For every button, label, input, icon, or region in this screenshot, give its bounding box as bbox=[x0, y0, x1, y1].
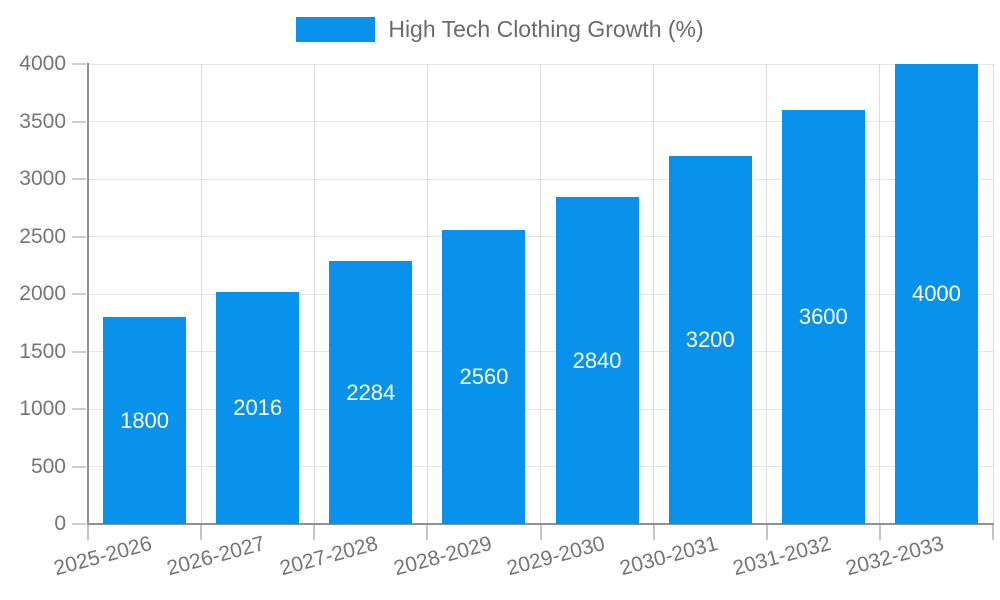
bar[interactable]: 1800 bbox=[103, 317, 187, 524]
y-axis-tick bbox=[72, 408, 86, 410]
x-axis-tick bbox=[992, 524, 994, 540]
y-axis-tick bbox=[72, 293, 86, 295]
legend: High Tech Clothing Growth (%) bbox=[0, 17, 1000, 42]
y-tick-label: 500 bbox=[30, 454, 66, 478]
x-axis-tick bbox=[539, 524, 542, 540]
x-tick-label: 2031-2032 bbox=[730, 532, 834, 581]
y-axis-tick bbox=[72, 178, 86, 180]
gridline-vertical bbox=[879, 64, 881, 524]
y-tick-label: 3500 bbox=[19, 109, 66, 133]
gridline-vertical bbox=[313, 64, 315, 524]
gridline-vertical bbox=[653, 64, 655, 524]
x-axis-tick bbox=[426, 524, 429, 540]
y-axis-tick bbox=[72, 120, 86, 123]
y-tick-label: 3000 bbox=[19, 167, 66, 190]
y-tick-label: 1000 bbox=[19, 397, 66, 420]
legend-label: High Tech Clothing Growth (%) bbox=[388, 16, 704, 42]
y-axis-tick bbox=[72, 350, 86, 353]
y-tick-label: 4000 bbox=[19, 52, 66, 75]
y-axis-tick bbox=[72, 235, 86, 238]
gridline-vertical bbox=[766, 64, 768, 524]
x-tick-label: 2026-2027 bbox=[164, 532, 268, 581]
x-tick-label: 2030-2031 bbox=[617, 532, 721, 581]
bar[interactable]: 3600 bbox=[781, 110, 865, 524]
bar-value-label: 2560 bbox=[459, 363, 509, 389]
x-axis-line bbox=[87, 523, 994, 525]
y-axis-tick bbox=[72, 465, 86, 468]
x-axis-tick bbox=[652, 524, 655, 540]
x-tick-label: 2028-2029 bbox=[390, 532, 494, 581]
gridline-vertical bbox=[992, 64, 994, 524]
x-axis-tick bbox=[87, 524, 89, 540]
bar[interactable]: 2016 bbox=[216, 292, 300, 524]
y-axis-line bbox=[87, 63, 89, 524]
gridline-vertical bbox=[426, 64, 428, 524]
y-tick-label: 0 bbox=[54, 512, 66, 535]
legend-item[interactable]: High Tech Clothing Growth (%) bbox=[296, 16, 704, 42]
x-tick-label: 2025-2026 bbox=[51, 532, 155, 581]
bar-value-label: 4000 bbox=[911, 281, 961, 306]
x-tick-label: 2027-2028 bbox=[277, 532, 381, 581]
bar[interactable]: 2284 bbox=[329, 261, 413, 524]
bar-value-label: 2016 bbox=[233, 395, 283, 421]
bar[interactable]: 2560 bbox=[442, 229, 526, 524]
x-tick-label: 2032-2033 bbox=[843, 532, 947, 581]
x-axis-tick bbox=[200, 524, 203, 540]
bar-value-label: 2284 bbox=[346, 379, 396, 405]
gridline-vertical bbox=[540, 64, 541, 524]
bar[interactable]: 2840 bbox=[555, 197, 639, 524]
x-axis-tick bbox=[878, 524, 881, 540]
bar-value-label: 3200 bbox=[685, 327, 735, 352]
bar[interactable]: 4000 bbox=[894, 64, 978, 524]
x-axis-tick bbox=[765, 524, 768, 540]
y-tick-label: 2000 bbox=[19, 282, 66, 305]
legend-swatch bbox=[296, 17, 376, 42]
bar[interactable]: 3200 bbox=[668, 156, 752, 524]
x-tick-label: 2029-2030 bbox=[504, 532, 608, 581]
y-tick-label: 2500 bbox=[19, 224, 66, 248]
y-tick-label: 1500 bbox=[19, 339, 66, 363]
bar-value-label: 2840 bbox=[572, 347, 622, 373]
x-axis-tick bbox=[313, 524, 316, 540]
bar-value-label: 1800 bbox=[120, 407, 170, 433]
gridline-vertical bbox=[200, 64, 202, 524]
bar-value-label: 3600 bbox=[798, 304, 848, 329]
y-axis-tick bbox=[72, 523, 86, 525]
y-axis-tick bbox=[72, 63, 86, 65]
